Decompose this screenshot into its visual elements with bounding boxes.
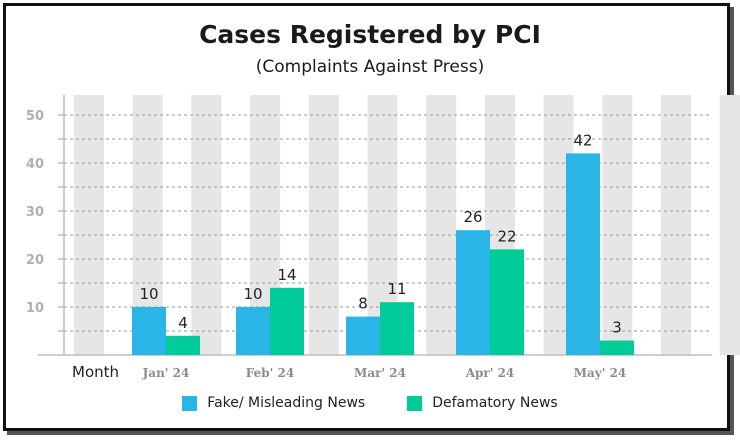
background-stripe bbox=[426, 95, 457, 355]
bar-defamatory-news bbox=[600, 340, 634, 355]
chart-legend: Fake/ Misleading News Defamatory News bbox=[0, 395, 740, 411]
background-stripe bbox=[602, 95, 633, 355]
data-label: 10 bbox=[243, 285, 262, 303]
data-label: 22 bbox=[497, 227, 516, 245]
bar-fake-news bbox=[566, 153, 600, 355]
bar-defamatory-news bbox=[166, 335, 200, 355]
legend-label-fake-news: Fake/ Misleading News bbox=[207, 395, 366, 411]
legend-item-fake-news: Fake/ Misleading News bbox=[182, 395, 365, 411]
chart-subtitle: (Complaints Against Press) bbox=[255, 57, 485, 77]
background-stripe bbox=[191, 95, 222, 355]
y-tick-label: 10 bbox=[26, 301, 44, 316]
x-axis-label: Month bbox=[72, 363, 119, 381]
bar-defamatory-news bbox=[270, 287, 304, 355]
y-tick-label: 20 bbox=[26, 253, 44, 268]
data-label: 42 bbox=[573, 131, 592, 149]
data-label: 8 bbox=[358, 295, 368, 313]
bar-defamatory-news bbox=[380, 302, 414, 355]
x-tick-label: Apr' 24 bbox=[465, 366, 515, 380]
legend-swatch-defamatory-news bbox=[407, 395, 423, 411]
data-label: 4 bbox=[178, 314, 188, 332]
y-tick-label: 40 bbox=[26, 157, 44, 172]
bar-fake-news bbox=[346, 316, 380, 355]
y-tick-label: 50 bbox=[26, 109, 44, 124]
data-label: 14 bbox=[277, 266, 296, 284]
bar-fake-news bbox=[236, 307, 270, 355]
x-tick-label: Feb' 24 bbox=[246, 366, 294, 380]
legend-swatch-fake-news bbox=[182, 395, 198, 411]
background-stripe bbox=[661, 95, 691, 355]
x-tick-label: Mar' 24 bbox=[354, 366, 406, 380]
x-tick-label: May' 24 bbox=[574, 366, 627, 380]
x-tick-label: Jan' 24 bbox=[142, 366, 190, 380]
background-stripe bbox=[74, 95, 104, 355]
background-stripe bbox=[308, 95, 339, 355]
data-label: 26 bbox=[463, 208, 482, 226]
bar-fake-news bbox=[132, 307, 166, 355]
bar-fake-news bbox=[456, 230, 490, 355]
data-label: 3 bbox=[612, 319, 622, 337]
background-stripe bbox=[719, 95, 740, 355]
legend-label-defamatory-news: Defamatory News bbox=[432, 395, 558, 411]
data-label: 11 bbox=[387, 280, 406, 298]
data-label: 10 bbox=[139, 285, 158, 303]
y-tick-label: 30 bbox=[26, 205, 44, 220]
chart-title: Cases Registered by PCI bbox=[199, 20, 541, 49]
bar-defamatory-news bbox=[490, 249, 524, 355]
legend-item-defamatory-news: Defamatory News bbox=[407, 395, 558, 411]
